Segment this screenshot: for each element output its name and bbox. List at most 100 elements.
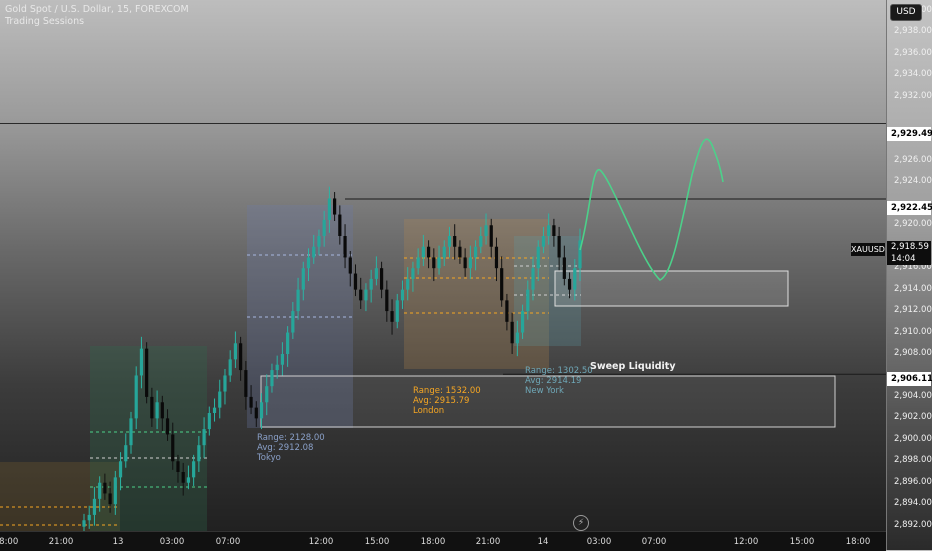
candle-up	[218, 391, 222, 408]
price-tag-resistance: 2,922.45	[887, 201, 932, 215]
candle-up	[374, 268, 378, 279]
candle-down	[510, 321, 514, 344]
price-tick-label: 2,914.00	[894, 283, 932, 294]
tokyo-name: Tokyo	[257, 453, 281, 463]
candle-down	[458, 246, 462, 258]
candle-down	[380, 268, 384, 290]
price-tick-label: 2,938.00	[894, 26, 932, 37]
price-tick-label: 2,896.00	[894, 476, 932, 487]
candle-down	[239, 343, 243, 371]
candle-down	[103, 482, 107, 494]
candle-up	[312, 246, 316, 258]
candle-up	[520, 311, 525, 333]
candle-up	[416, 257, 420, 269]
candle-up	[406, 278, 410, 290]
newyork-name: New York	[525, 386, 564, 396]
candle-up	[296, 289, 300, 312]
candle-down	[489, 225, 493, 247]
candle-up	[82, 520, 86, 527]
candle-up	[202, 429, 206, 446]
time-tick-label: 21:00	[475, 537, 501, 547]
price-tick-label: 2,898.00	[894, 455, 932, 466]
candle-up	[468, 257, 472, 269]
candle-down	[165, 418, 170, 435]
candle-up	[322, 219, 326, 236]
candle-down	[567, 278, 572, 290]
candle-down	[171, 434, 175, 462]
london-name: London	[413, 406, 445, 416]
candle-down	[500, 268, 504, 301]
tokyo-session-label: Range: 2128.00 Avg: 2912.08 Tokyo	[257, 433, 325, 463]
candle-up	[124, 445, 128, 462]
time-tick-label: 03:00	[159, 537, 185, 547]
flash-icon[interactable]: ⚡	[573, 515, 589, 531]
chart-title: Gold Spot / U.S. Dollar, 15, FOREXCOM	[5, 4, 189, 15]
current-price: 2,918.59	[891, 242, 929, 252]
candle-up	[536, 246, 540, 269]
candle-up	[129, 418, 133, 446]
newyork-range: Range: 1302.50	[525, 366, 593, 376]
candle-down	[145, 348, 149, 397]
candle-down	[562, 257, 566, 279]
time-tick-label: 18:00	[845, 537, 871, 547]
candle-up	[280, 354, 284, 365]
time-tick-label: 18:00	[420, 537, 446, 547]
candle-down	[338, 214, 342, 236]
candle-down	[348, 257, 352, 274]
candle-down	[426, 246, 431, 258]
session-box-asia	[90, 346, 207, 531]
candle-down	[390, 311, 394, 322]
price-axis[interactable]: 2,940.002,938.002,936.002,934.002,932.00…	[886, 0, 932, 550]
time-axis[interactable]: 18:00 21:00 13 03:00 07:00 12:00 15:00 18:00 21:…	[0, 531, 886, 551]
candle-up	[364, 289, 368, 301]
price-tick-label: 2,894.00	[894, 498, 932, 509]
candle-up	[547, 225, 551, 236]
candle-up	[228, 359, 232, 376]
candle-up	[233, 343, 238, 360]
candle-down	[343, 236, 347, 258]
price-tick-label: 2,932.00	[894, 90, 932, 101]
candle-down	[254, 407, 258, 419]
price-tick-label: 2,916.00	[894, 262, 932, 273]
candle-up	[186, 477, 191, 483]
candle-up	[578, 240, 582, 269]
price-tick-label: 2,904.00	[894, 390, 932, 401]
candle-up	[531, 268, 535, 290]
price-tick-label: 2,934.00	[894, 69, 932, 80]
price-tick-label: 2,902.00	[894, 412, 932, 423]
candle-down	[108, 493, 112, 505]
candle-down	[244, 370, 248, 397]
candle-up	[139, 348, 144, 376]
candle-up	[437, 257, 441, 269]
time-tick-label: 13	[112, 537, 124, 547]
currency-button[interactable]: USD	[890, 4, 922, 21]
candle-down	[453, 236, 457, 247]
candle-up	[134, 375, 138, 419]
sweep-liquidity-annotation: Sweep Liquidity	[590, 361, 676, 372]
time-tick-label: 03:00	[586, 537, 612, 547]
candle-down	[385, 289, 389, 312]
candle-up	[447, 236, 452, 247]
candle-down	[150, 396, 154, 419]
time-tick-label: 07:00	[641, 537, 667, 547]
price-tick-label: 2,910.00	[894, 326, 932, 337]
candle-up	[118, 461, 123, 478]
candle-down	[494, 246, 499, 269]
candle-up	[395, 300, 399, 322]
time-tick-label: 14	[537, 537, 549, 547]
candle-down	[359, 289, 363, 301]
symbol-tag: XAUUSD	[851, 243, 885, 256]
time-tick-label: 12:00	[733, 537, 759, 547]
candle-down	[249, 396, 253, 408]
candle-up	[87, 514, 91, 521]
chart-area[interactable]: Gold Spot / U.S. Dollar, 15, FOREXCOM Tr…	[0, 0, 886, 550]
candle-down	[176, 461, 180, 472]
candle-up	[275, 364, 279, 371]
price-tick-label: 2,924.00	[894, 176, 932, 187]
candle-up	[411, 268, 415, 279]
candle-up	[317, 236, 321, 247]
session-box-tokyo	[247, 205, 353, 428]
tokyo-avg: Avg: 2912.08	[257, 443, 314, 453]
candle-up	[192, 461, 196, 478]
price-chart[interactable]	[0, 0, 886, 531]
